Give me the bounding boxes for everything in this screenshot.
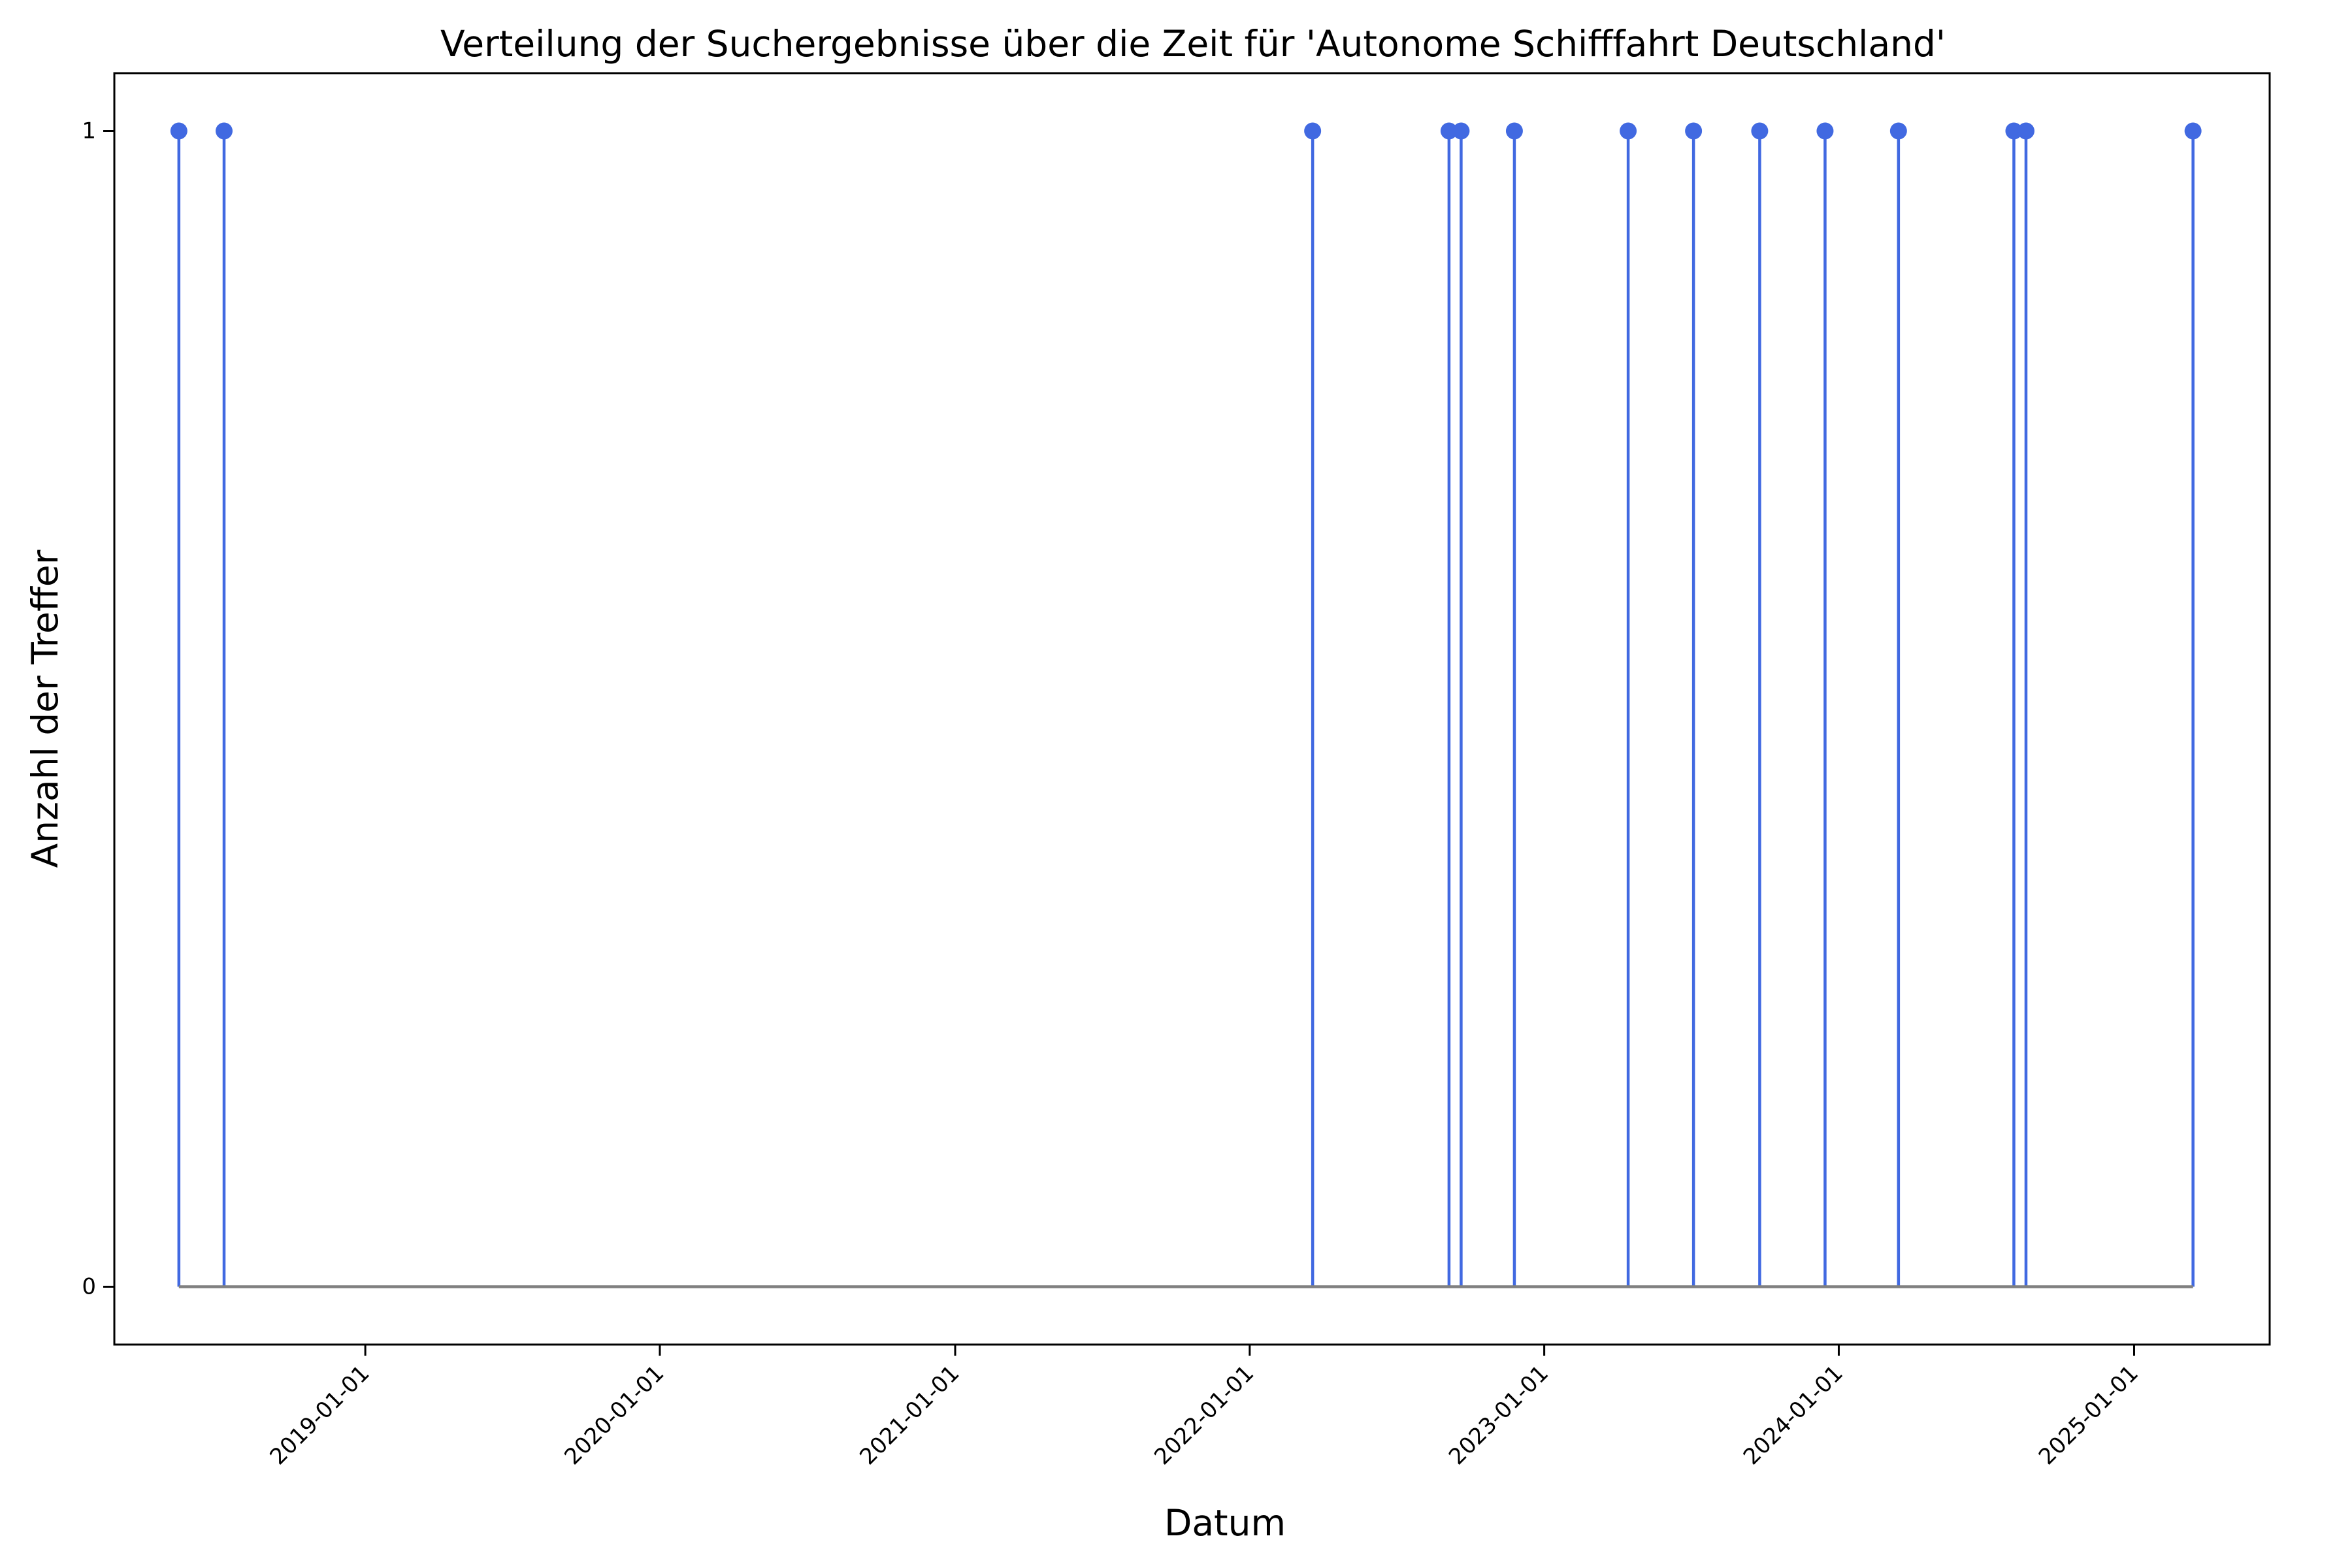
stem-marker-6 bbox=[1620, 122, 1637, 140]
plot-frame bbox=[113, 72, 2271, 1346]
stem-marker-13 bbox=[2184, 122, 2202, 140]
stem-marker-4 bbox=[1452, 122, 1470, 140]
y-axis-ticks: 01 bbox=[82, 118, 114, 1300]
stem-marker-10 bbox=[1889, 122, 1907, 140]
stem-marker-0 bbox=[170, 122, 188, 140]
x-tick-label: 2021-01-01 bbox=[855, 1360, 964, 1470]
y-tick-label: 0 bbox=[82, 1274, 96, 1300]
x-tick-label: 2020-01-01 bbox=[559, 1360, 669, 1470]
x-tick-label: 2025-01-01 bbox=[2034, 1360, 2144, 1470]
chart-title: Verteilung der Suchergebnisse über die Z… bbox=[440, 23, 1946, 65]
x-tick-label: 2024-01-01 bbox=[1739, 1360, 1848, 1470]
stem-marker-3 bbox=[1440, 122, 1458, 140]
x-axis-ticks: 2019-01-01 2020-01-01 2021-01-01 2022-01-01… bbox=[265, 1345, 2144, 1470]
plot-content bbox=[170, 122, 2202, 1288]
x-tick-label: 2022-01-01 bbox=[1149, 1360, 1259, 1470]
stem-marker-5 bbox=[1505, 122, 1523, 140]
x-axis-label: Datum bbox=[1164, 1502, 1286, 1544]
stem-marker-1 bbox=[215, 122, 233, 140]
stem-marker-11 bbox=[2005, 122, 2023, 140]
stem-marker-2 bbox=[1304, 122, 1322, 140]
x-tick-label: 2023-01-01 bbox=[1444, 1360, 1554, 1470]
y-axis-label: Anzahl der Treffer bbox=[24, 549, 66, 868]
x-tick-label: 2019-01-01 bbox=[265, 1360, 374, 1470]
stem-marker-9 bbox=[1816, 122, 1834, 140]
y-tick-label: 1 bbox=[82, 118, 96, 144]
stem-marker-8 bbox=[1751, 122, 1769, 140]
stem-marker-7 bbox=[1685, 122, 1703, 140]
stem-marker-12 bbox=[2017, 122, 2034, 140]
